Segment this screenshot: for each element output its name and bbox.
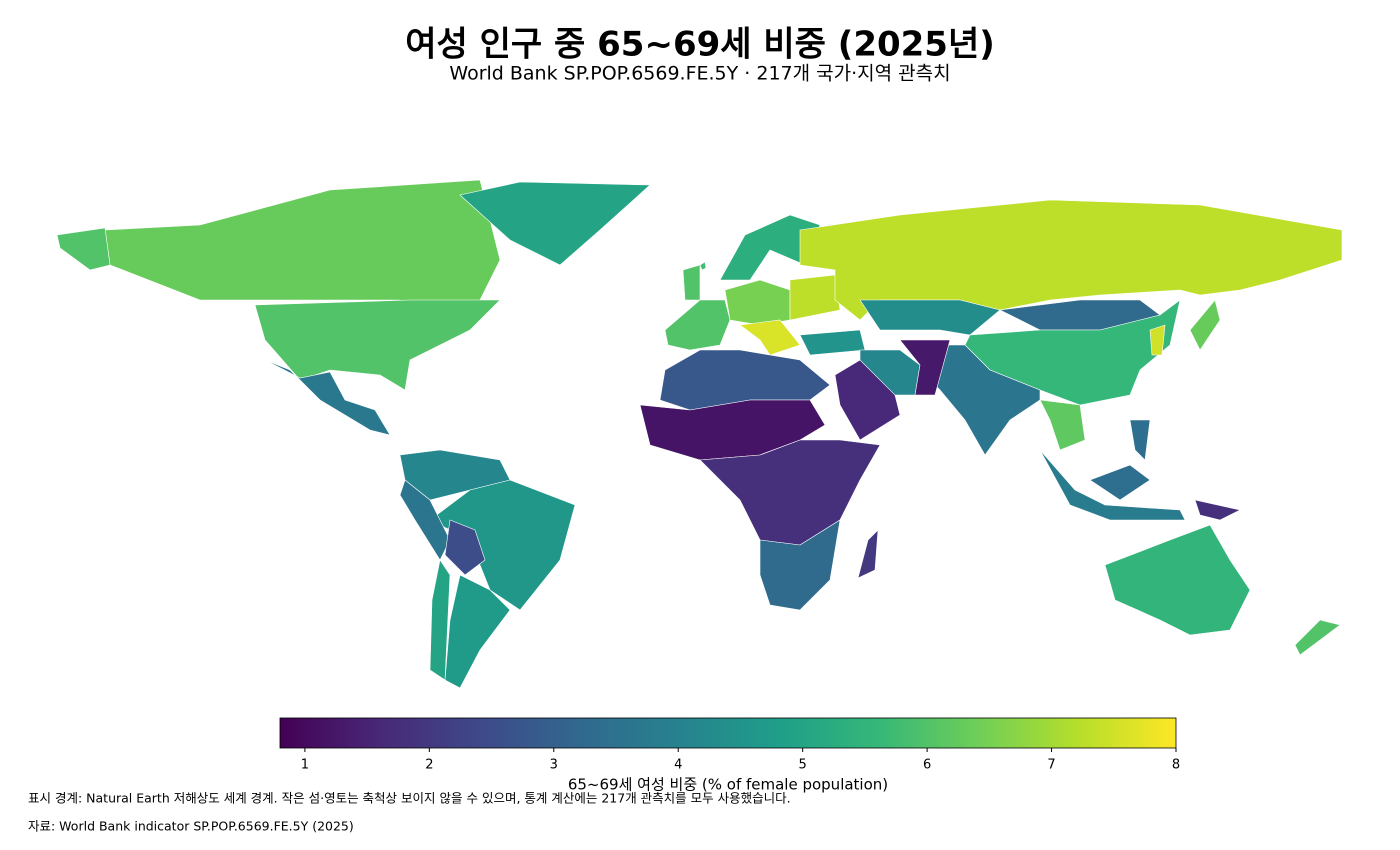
colorbar-fill xyxy=(279,717,1177,749)
country xyxy=(264,359,391,436)
country xyxy=(1129,419,1151,461)
colorbar-tick-label: 8 xyxy=(1172,758,1180,773)
colorbar-tick-label: 1 xyxy=(301,758,309,773)
colorbar-label: 65~69세 여성 비중 (% of female population) xyxy=(568,776,888,794)
country xyxy=(429,559,451,681)
country xyxy=(759,519,841,611)
country xyxy=(1194,499,1241,521)
country xyxy=(1104,524,1251,636)
country xyxy=(1039,399,1086,451)
country xyxy=(639,399,826,461)
country xyxy=(859,299,1001,336)
country xyxy=(724,279,791,326)
colorbar-tick-label: 3 xyxy=(550,758,558,773)
colorbar-tick-label: 2 xyxy=(425,758,433,773)
colorbar-tick-label: 5 xyxy=(799,758,807,773)
country xyxy=(739,319,801,356)
map xyxy=(56,179,1343,689)
country xyxy=(899,339,951,396)
country xyxy=(799,199,1343,321)
country xyxy=(1189,299,1221,351)
country xyxy=(857,529,879,579)
country xyxy=(834,359,901,441)
country xyxy=(789,274,841,321)
country xyxy=(664,299,731,351)
country xyxy=(799,329,866,356)
country xyxy=(682,264,701,301)
country xyxy=(1089,464,1151,501)
colorbar-tick-label: 6 xyxy=(923,758,931,773)
chart-subtitle: World Bank SP.POP.6569.FE.5Y · 217개 국가·지… xyxy=(449,63,950,85)
source-note: 자료: World Bank indicator SP.POP.6569.FE.… xyxy=(28,819,354,834)
country xyxy=(699,439,881,546)
country xyxy=(699,261,707,271)
country xyxy=(459,181,651,266)
country xyxy=(254,299,501,391)
colorbar: 1 2 3 4 5 6 7 8 xyxy=(279,717,1180,773)
country xyxy=(1149,324,1166,356)
colorbar-tick-label: 4 xyxy=(674,758,682,773)
footnote: 표시 경계: Natural Earth 저해상도 세계 경계. 작은 섬·영토… xyxy=(28,791,791,806)
country xyxy=(444,519,486,576)
country xyxy=(444,574,511,689)
country xyxy=(1294,619,1341,656)
country xyxy=(1039,449,1186,521)
country xyxy=(56,227,111,271)
colorbar-tick-label: 7 xyxy=(1047,758,1055,773)
country xyxy=(659,349,831,411)
chart-title: 여성 인구 중 65~69세 비중 (2025년) xyxy=(405,25,995,65)
